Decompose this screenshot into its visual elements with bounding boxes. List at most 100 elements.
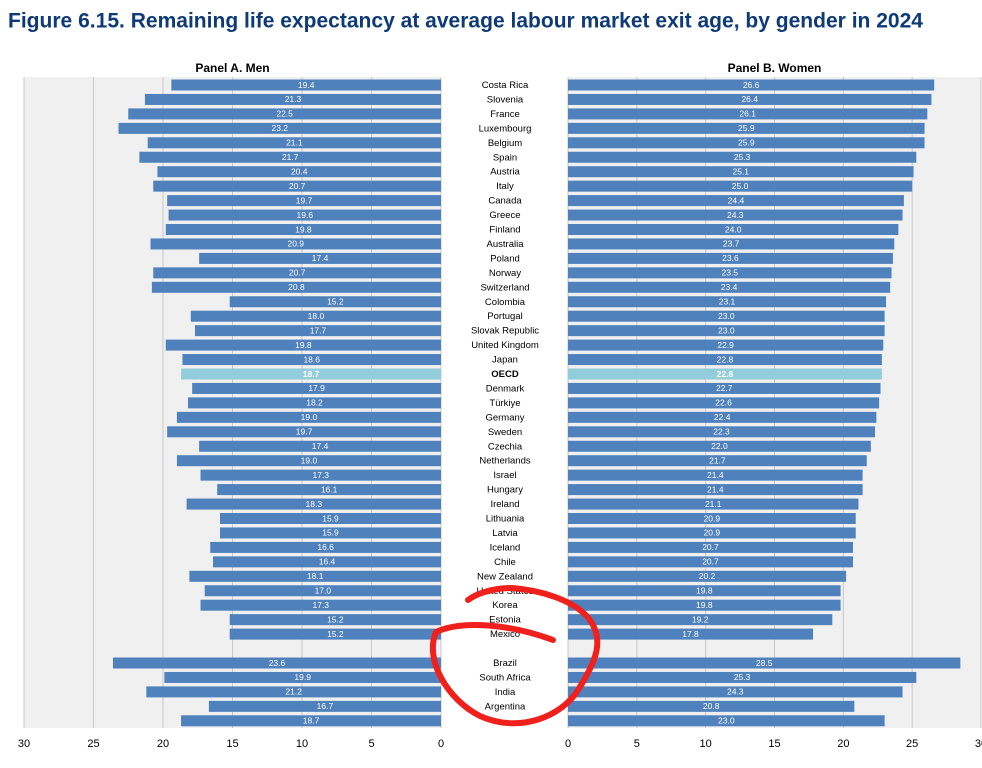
bar: [210, 541, 441, 553]
bar: [568, 195, 904, 207]
value-label: 26.1: [739, 109, 756, 119]
bar: [171, 79, 441, 91]
value-label: 22.8: [717, 369, 734, 379]
category-label: Norway: [489, 268, 521, 279]
category-label: Brazil: [493, 658, 517, 669]
bar: [204, 585, 441, 597]
bar: [568, 108, 928, 120]
value-label: 19.6: [297, 210, 314, 220]
bar: [568, 397, 880, 409]
value-label: 23.6: [722, 253, 739, 263]
bar: [217, 484, 441, 496]
value-label: 23.0: [718, 716, 735, 726]
x-tick-label: 25: [87, 738, 99, 750]
bar: [229, 296, 441, 308]
category-label: Ireland: [490, 499, 519, 510]
bar: [118, 122, 442, 134]
category-label: Germany: [485, 412, 524, 423]
value-label: 15.2: [327, 629, 344, 639]
category-label: Netherlands: [479, 456, 530, 467]
bar: [219, 513, 441, 524]
bar: [568, 513, 856, 524]
value-label: 22.9: [717, 340, 734, 350]
bar: [568, 585, 841, 597]
category-label: Luxembourg: [479, 123, 532, 134]
bar: [157, 166, 441, 178]
bar: [568, 166, 914, 178]
value-label: 18.7: [303, 369, 320, 379]
value-label: 21.1: [705, 499, 722, 509]
bar: [568, 79, 935, 91]
x-tick-label: 20: [157, 738, 169, 750]
x-tick-label: 5: [368, 738, 374, 750]
x-tick-label: 0: [438, 738, 444, 750]
value-label: 22.0: [711, 441, 728, 451]
x-tick-label: 10: [700, 738, 712, 750]
bar: [153, 267, 441, 279]
value-label: 19.4: [298, 80, 315, 90]
bar: [144, 93, 441, 105]
bar: [568, 238, 895, 250]
bar: [168, 209, 441, 221]
value-label: 19.7: [296, 427, 313, 437]
bar: [568, 715, 885, 727]
bar: [188, 397, 441, 409]
value-label: 23.1: [719, 297, 736, 307]
category-label: Greece: [489, 210, 520, 221]
value-label: 20.8: [703, 701, 720, 711]
value-label: 21.1: [286, 138, 303, 148]
value-label: 18.6: [303, 354, 320, 364]
bar: [199, 440, 441, 452]
value-label: 25.3: [734, 672, 751, 682]
x-tick-label: 15: [226, 738, 238, 750]
value-label: 16.6: [317, 542, 334, 552]
bar: [568, 469, 863, 481]
category-label: Denmark: [486, 383, 525, 394]
bar: [568, 339, 884, 351]
x-tick-label: 10: [296, 738, 308, 750]
bar: [568, 151, 917, 163]
category-label: Iceland: [490, 542, 521, 553]
bar: [568, 209, 903, 221]
value-label: 20.7: [289, 181, 306, 191]
bar: [165, 339, 441, 351]
bar: [164, 671, 441, 683]
value-label: 22.6: [715, 398, 732, 408]
value-label: 21.7: [282, 152, 299, 162]
panel-title: Panel A. Men: [195, 61, 269, 75]
bar: [568, 498, 859, 510]
bar: [568, 628, 814, 640]
category-label: Mexico: [490, 629, 520, 640]
value-label: 19.2: [692, 614, 709, 624]
panel-title: Panel B. Women: [728, 61, 822, 75]
category-label: Slovak Republic: [471, 326, 539, 337]
value-label: 20.2: [699, 571, 716, 581]
value-label: 20.7: [289, 268, 306, 278]
value-label: 24.4: [728, 195, 745, 205]
value-label: 24.3: [727, 210, 744, 220]
category-label: France: [490, 109, 520, 120]
category-label: Colombia: [485, 297, 526, 308]
value-label: 22.7: [716, 383, 733, 393]
bar: [568, 137, 925, 149]
value-label: 20.9: [287, 239, 304, 249]
bar: [167, 195, 442, 207]
bar: [568, 686, 903, 698]
value-label: 22.4: [714, 412, 731, 422]
value-label: 19.8: [696, 600, 713, 610]
bar: [568, 411, 877, 423]
value-label: 25.9: [738, 123, 755, 133]
bar: [194, 325, 441, 337]
bar: [190, 310, 441, 322]
value-label: 15.2: [327, 614, 344, 624]
value-label: 19.0: [301, 412, 318, 422]
value-label: 15.9: [322, 513, 339, 523]
bar: [182, 354, 441, 366]
value-label: 18.7: [303, 716, 320, 726]
bar: [568, 541, 853, 553]
value-label: 20.7: [702, 557, 719, 567]
value-label: 26.6: [743, 80, 760, 90]
value-label: 19.7: [296, 195, 313, 205]
value-label: 17.3: [312, 470, 329, 480]
annotation-scribble: [429, 584, 601, 727]
